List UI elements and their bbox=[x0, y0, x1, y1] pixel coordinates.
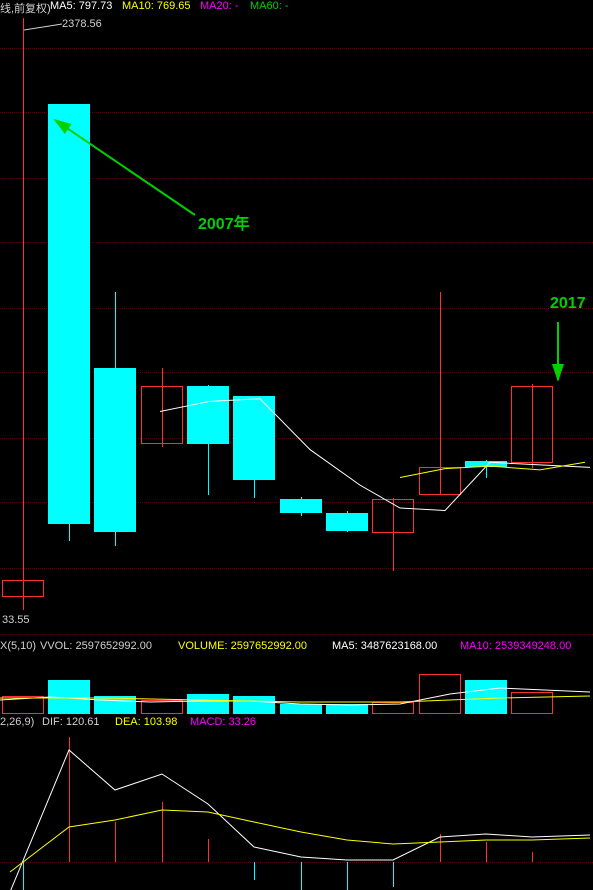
price-low-label: 33.55 bbox=[2, 614, 30, 626]
dea-label: DEA: 103.98 bbox=[115, 716, 177, 728]
macd-body bbox=[0, 732, 593, 890]
volume-bar bbox=[187, 694, 229, 714]
candle-body bbox=[465, 461, 507, 467]
macd-bar bbox=[347, 862, 348, 890]
header-left: 线,前复权) bbox=[0, 0, 51, 16]
ma-line bbox=[0, 732, 593, 890]
volume-bar bbox=[372, 702, 414, 714]
annotation-label: 2007年 bbox=[198, 210, 250, 234]
ma20-label: MA20: - bbox=[200, 0, 239, 12]
candle-body bbox=[419, 467, 461, 495]
macd-zero-line bbox=[0, 862, 593, 863]
grid-line bbox=[0, 568, 593, 569]
volume-bar bbox=[2, 696, 44, 714]
vol-ma5-label: MA5: 3487623168.00 bbox=[332, 640, 437, 652]
volume-bar bbox=[280, 704, 322, 714]
volume-bar bbox=[511, 692, 553, 714]
volx-label: X(5,10) bbox=[0, 640, 36, 652]
macd-panel: 2,26,9) DIF: 120.61 DEA: 103.98 MACD: 33… bbox=[0, 716, 593, 890]
annotation-label: 2017 bbox=[550, 295, 586, 313]
candle-body bbox=[233, 396, 275, 480]
volume-bar bbox=[419, 674, 461, 714]
vvol-label: VVOL: 2597652992.00 bbox=[40, 640, 152, 652]
candle-body bbox=[141, 386, 183, 444]
volume-panel: X(5,10) VVOL: 2597652992.00 VOLUME: 2597… bbox=[0, 640, 593, 716]
macd-left: 2,26,9) bbox=[0, 716, 34, 728]
macd-bar bbox=[69, 737, 70, 862]
candle-body bbox=[280, 499, 322, 513]
vol-ma10-label: MA10: 2539349248.00 bbox=[460, 640, 571, 652]
volume-bar bbox=[326, 704, 368, 714]
candle-body bbox=[48, 104, 90, 524]
candle-wick bbox=[440, 292, 441, 495]
candle-body bbox=[2, 580, 44, 597]
candle-body bbox=[511, 386, 553, 463]
ma10-label: MA10: 769.65 bbox=[122, 0, 191, 12]
dif-label: DIF: 120.61 bbox=[42, 716, 100, 728]
candle-body bbox=[326, 513, 368, 531]
volume-bar bbox=[465, 680, 507, 714]
ma-line bbox=[0, 732, 593, 890]
macd-bar bbox=[301, 862, 302, 890]
macd-bar bbox=[532, 852, 533, 862]
candle-wick bbox=[23, 18, 24, 609]
candle-body bbox=[187, 386, 229, 444]
candlestick-panel: 线,前复权) MA5: 797.73 MA10: 769.65 MA20: - … bbox=[0, 0, 593, 635]
volume-label: VOLUME: 2597652992.00 bbox=[178, 640, 307, 652]
candle-body bbox=[372, 499, 414, 533]
macd-bar bbox=[208, 839, 209, 862]
price-high-label: 2378.56 bbox=[62, 18, 102, 30]
ma60-label: MA60: - bbox=[250, 0, 289, 12]
macd-bar bbox=[440, 834, 441, 862]
macd-label: MACD: 33.26 bbox=[190, 716, 256, 728]
volume-bar bbox=[141, 700, 183, 714]
ma5-label: MA5: 797.73 bbox=[50, 0, 112, 12]
volume-bar bbox=[48, 680, 90, 714]
macd-bar bbox=[115, 822, 116, 862]
macd-bar bbox=[254, 862, 255, 880]
grid-line bbox=[0, 48, 593, 49]
macd-bar bbox=[486, 842, 487, 862]
macd-bar bbox=[23, 862, 24, 890]
candle-body bbox=[94, 368, 136, 532]
volume-bars bbox=[0, 656, 593, 714]
volume-bar bbox=[94, 696, 136, 714]
grid-line bbox=[0, 634, 593, 635]
volume-bar bbox=[233, 696, 275, 714]
macd-bar bbox=[162, 802, 163, 862]
macd-bar bbox=[393, 862, 394, 887]
